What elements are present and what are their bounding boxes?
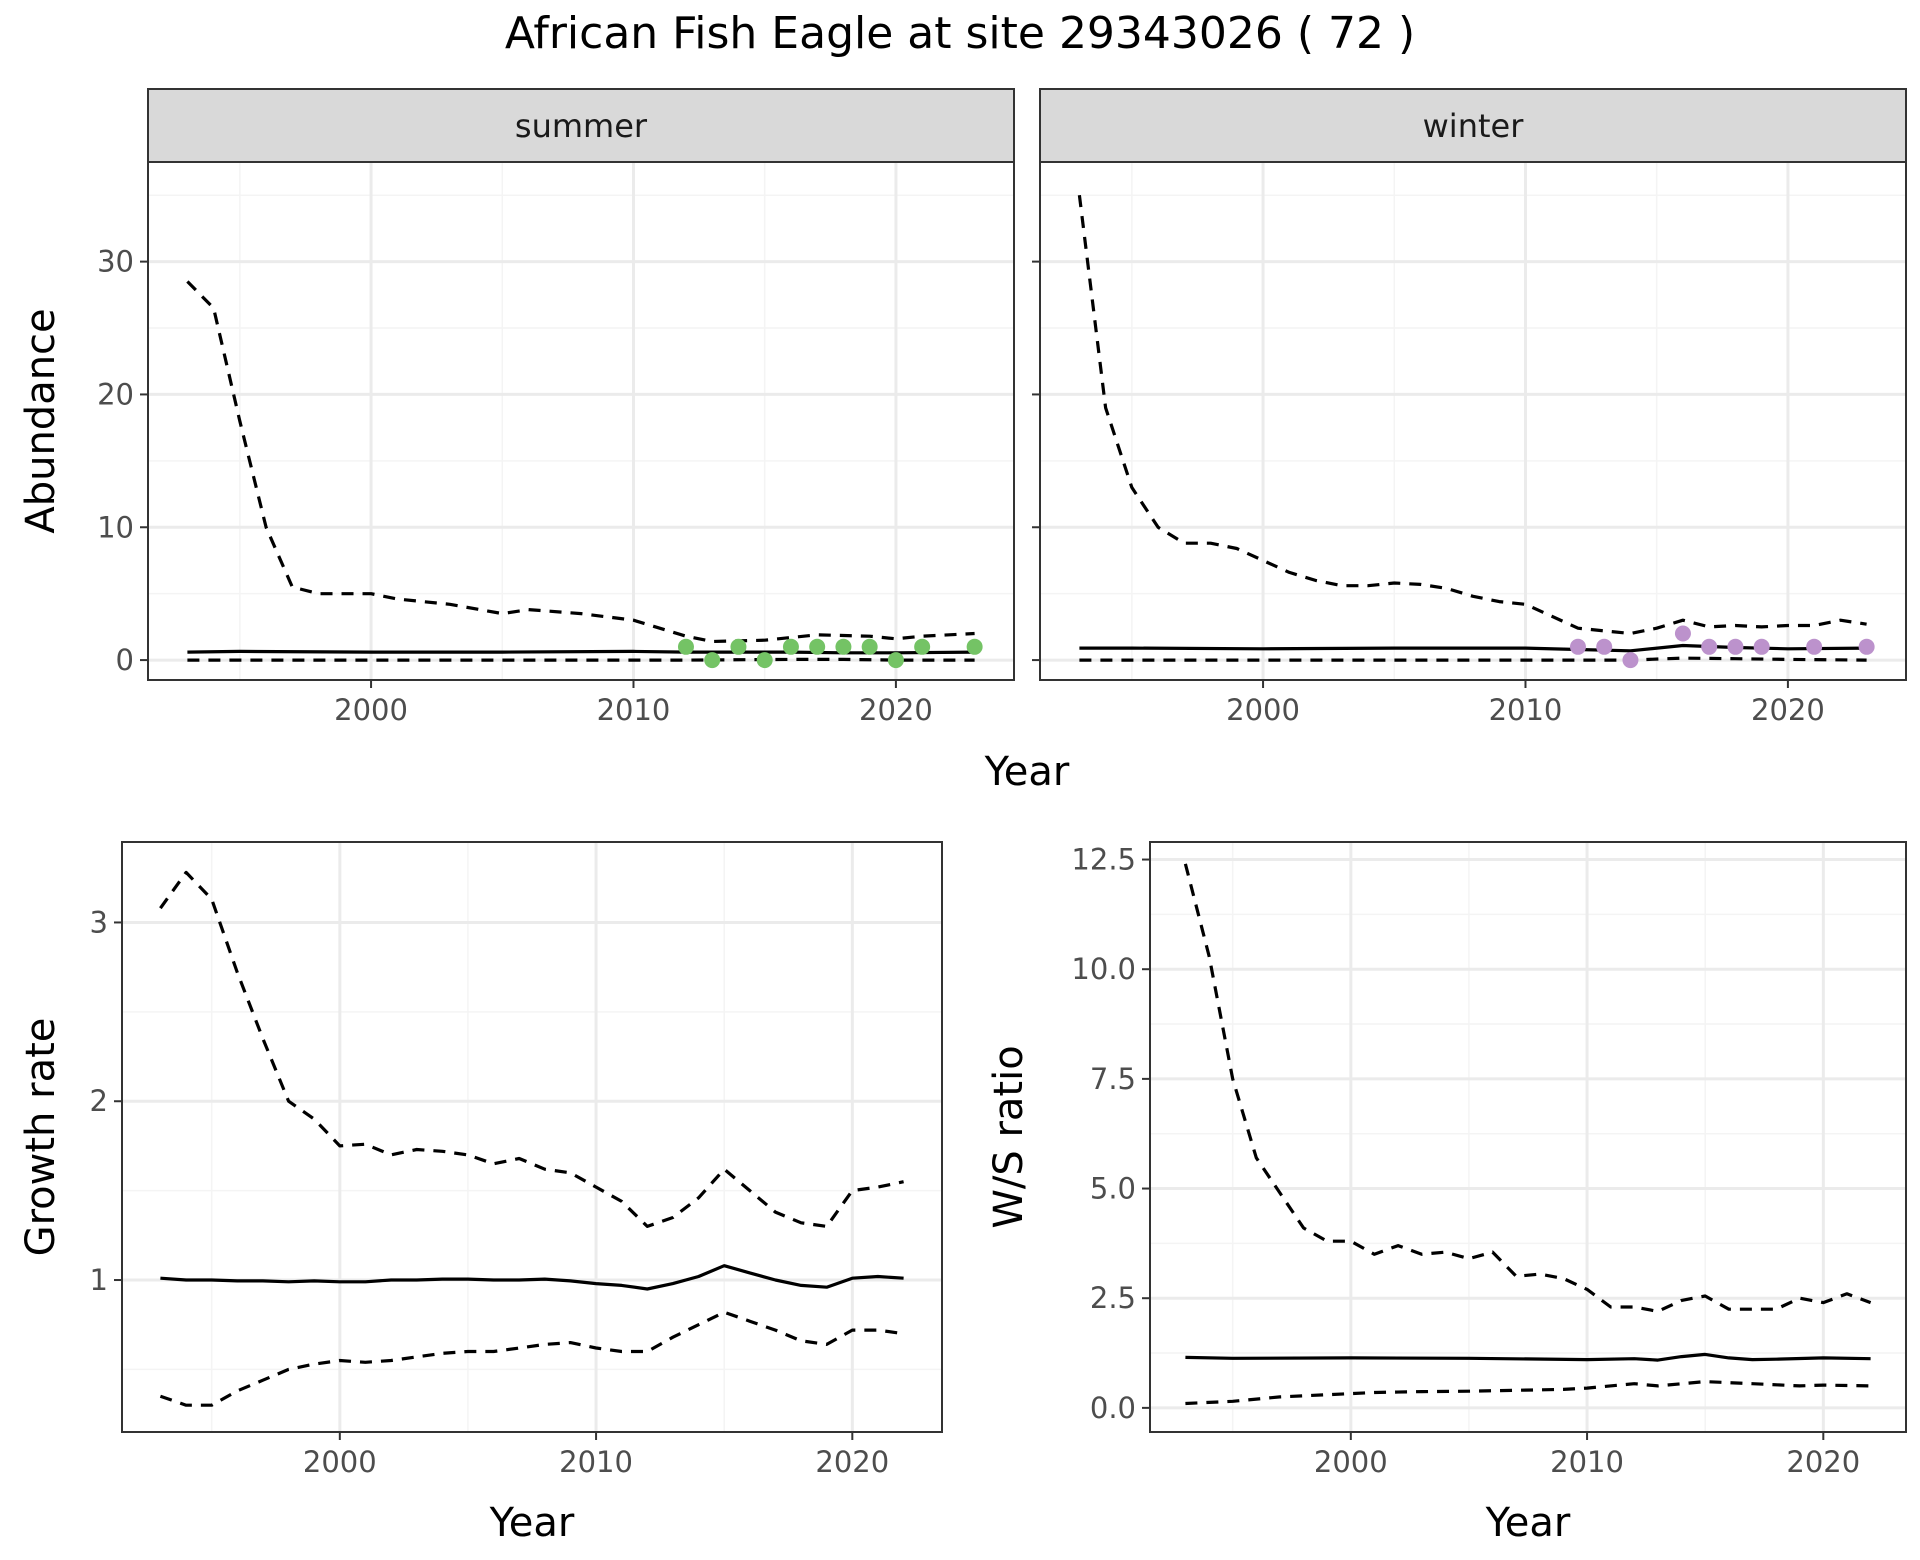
- data-point: [704, 652, 721, 669]
- data-point: [1701, 638, 1718, 655]
- figure-title: African Fish Eagle at site 29343026 ( 72…: [505, 8, 1415, 59]
- y-tick-label: 1: [90, 1263, 108, 1297]
- facet-winter: winter 2000 2010 2020: [1032, 88, 1907, 727]
- x-tick-label: 2010: [1550, 1445, 1624, 1479]
- x-tick-label: 2010: [1489, 693, 1563, 727]
- interval-line: [159, 1310, 904, 1407]
- interval-line: [1077, 195, 1867, 636]
- y-tick-label: 0.0: [1090, 1391, 1136, 1425]
- facet-strip: [147, 88, 1015, 163]
- x-tick-label: 2020: [815, 1445, 889, 1479]
- y-tick-label: 10.0: [1071, 952, 1136, 986]
- x-tick-label: 2020: [859, 693, 933, 727]
- x-tick-label: 2000: [334, 693, 408, 727]
- data-point: [861, 638, 878, 655]
- median-line: [187, 649, 975, 655]
- x-axis-title: Year: [1485, 1500, 1571, 1546]
- data-point: [1858, 638, 1875, 655]
- facet-summer: summer 2000 2010 2020 0 10 20 30: [97, 88, 1015, 727]
- y-tick-label: 2: [90, 1084, 108, 1118]
- facet-strip-label: summer: [515, 107, 648, 145]
- y-tick-label: 30: [97, 245, 134, 279]
- y-tick-label: 2.5: [1090, 1281, 1136, 1315]
- data-point: [1674, 625, 1691, 642]
- x-tick-label: 2020: [1786, 1445, 1860, 1479]
- data-point: [1622, 652, 1639, 669]
- x-tick-label: 2000: [1226, 693, 1300, 727]
- interval-line: [186, 280, 975, 644]
- data-point: [809, 638, 826, 655]
- data-point: [914, 638, 931, 655]
- median-line: [1185, 1352, 1871, 1362]
- y-tick-label: 5.0: [1090, 1172, 1136, 1206]
- data-point: [730, 638, 747, 655]
- interval-line: [1183, 863, 1872, 1313]
- y-axis-title: Abundance: [18, 308, 64, 533]
- abundance-chart: summer 2000 2010 2020 0 10 20 30 winter 2000 2010 2…: [18, 88, 1907, 795]
- growth-rate-chart: 2000 2010 2020 1 2 3 Year Growth rate: [18, 841, 943, 1546]
- facet-strip: [1039, 88, 1907, 163]
- data-point: [835, 638, 852, 655]
- y-tick-label: 20: [97, 377, 134, 411]
- data-point: [1569, 638, 1586, 655]
- panel-border: [147, 161, 1015, 681]
- x-tick-label: 2000: [303, 1445, 377, 1479]
- data-point: [1596, 638, 1613, 655]
- panel-border: [1149, 841, 1907, 1433]
- panel-background: [122, 842, 942, 1432]
- interval-line: [187, 657, 975, 662]
- data-point: [1727, 638, 1744, 655]
- x-axis-title: Year: [489, 1500, 575, 1546]
- y-axis-title: Growth rate: [18, 1018, 64, 1257]
- x-tick-label: 2000: [1314, 1445, 1388, 1479]
- panel-background: [1150, 842, 1906, 1432]
- median-line: [160, 1264, 904, 1291]
- panel-border: [121, 841, 943, 1433]
- data-point: [966, 638, 983, 655]
- x-tick-label: 2010: [597, 693, 671, 727]
- ws-ratio-chart: 2000 2010 2020 0.0 2.5 5.0 7.5 10.0 12.5 Year W/S …: [986, 841, 1907, 1546]
- y-tick-label: 3: [90, 905, 108, 939]
- interval-line: [1079, 656, 1867, 662]
- y-tick-label: 7.5: [1090, 1062, 1136, 1096]
- data-point: [1806, 638, 1823, 655]
- y-axis-title: W/S ratio: [986, 1045, 1032, 1228]
- x-axis-title: Year: [984, 749, 1070, 795]
- y-tick-label: 0: [116, 643, 134, 677]
- panel-background: [1040, 162, 1906, 680]
- x-tick-label: 2010: [559, 1445, 633, 1479]
- panel-border: [1039, 161, 1907, 681]
- data-point: [677, 638, 694, 655]
- data-point: [887, 652, 904, 669]
- interval-line: [159, 870, 904, 1228]
- x-tick-label: 2020: [1751, 693, 1825, 727]
- data-point: [1753, 638, 1770, 655]
- facet-strip-label: winter: [1423, 107, 1525, 145]
- panel-background: [148, 162, 1014, 680]
- data-point: [756, 652, 773, 669]
- y-tick-label: 12.5: [1071, 843, 1136, 877]
- y-tick-label: 10: [97, 510, 134, 544]
- data-point: [782, 638, 799, 655]
- interval-line: [1185, 1380, 1871, 1406]
